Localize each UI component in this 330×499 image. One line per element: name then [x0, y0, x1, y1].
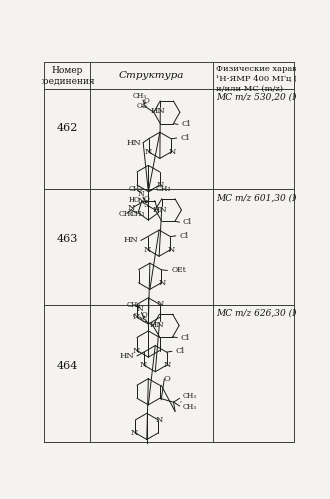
Text: CH₃: CH₃: [130, 211, 145, 219]
Text: N: N: [138, 190, 145, 198]
Text: Cl: Cl: [176, 347, 185, 355]
Text: Cl: Cl: [181, 120, 190, 128]
Text: N: N: [133, 346, 140, 355]
Text: Cl: Cl: [181, 134, 190, 142]
Text: N: N: [140, 361, 147, 369]
Text: CH₃: CH₃: [128, 185, 142, 193]
Text: 464: 464: [56, 361, 78, 371]
Text: S: S: [142, 102, 147, 110]
Text: МС m/z 626,30 (M + 1): МС m/z 626,30 (M + 1): [216, 308, 324, 317]
Text: Номер
соединения: Номер соединения: [39, 66, 95, 85]
Text: OEt: OEt: [172, 266, 187, 274]
Text: N: N: [131, 462, 138, 470]
Text: N: N: [168, 148, 176, 156]
Text: N: N: [144, 148, 151, 156]
Text: O: O: [136, 102, 142, 110]
Text: CH₃: CH₃: [183, 403, 197, 411]
Text: 462: 462: [56, 123, 78, 133]
Text: N: N: [133, 313, 140, 321]
Text: O: O: [142, 311, 148, 319]
Text: Структура: Структура: [119, 71, 184, 80]
Text: Cl: Cl: [182, 218, 192, 226]
Text: HN: HN: [152, 206, 167, 214]
Text: O: O: [143, 97, 149, 105]
Text: CH₃: CH₃: [127, 301, 141, 309]
Text: МС m/z 530,20 (M + 1): МС m/z 530,20 (M + 1): [216, 93, 324, 102]
Text: HO: HO: [129, 196, 141, 204]
Text: МС m/z 601,30 (M + 1): МС m/z 601,30 (M + 1): [216, 193, 324, 202]
Text: HN: HN: [150, 321, 165, 329]
Text: S: S: [141, 316, 146, 324]
Text: N: N: [131, 429, 138, 437]
Text: O: O: [164, 375, 171, 383]
Text: 463: 463: [56, 235, 78, 245]
Text: HN: HN: [124, 237, 139, 245]
Text: HN: HN: [150, 107, 165, 115]
Text: CH₃: CH₃: [183, 392, 197, 400]
Text: Cl: Cl: [180, 232, 189, 240]
Text: ,: ,: [180, 395, 182, 403]
Text: Физические характеристики
¹H-ЯМР 400 МГц (ДМСО-d₆)
и/или МС (m/z): Физические характеристики ¹H-ЯМР 400 МГц…: [216, 64, 330, 93]
Text: O: O: [133, 311, 138, 319]
Text: N: N: [137, 305, 143, 313]
Text: N: N: [155, 416, 163, 424]
Text: Cl: Cl: [180, 334, 189, 342]
Text: CH₃: CH₃: [156, 185, 171, 193]
Text: S: S: [144, 201, 149, 209]
Text: O: O: [144, 195, 150, 203]
Text: CH₃: CH₃: [119, 211, 134, 219]
Text: N: N: [143, 246, 151, 253]
Text: N: N: [158, 279, 166, 287]
Text: N: N: [138, 197, 145, 205]
Text: N: N: [164, 361, 171, 369]
Text: N: N: [127, 204, 135, 212]
Text: N: N: [168, 246, 175, 253]
Text: N: N: [157, 300, 164, 308]
Text: HN: HN: [126, 139, 141, 147]
Text: CH₃: CH₃: [133, 92, 147, 100]
Text: N: N: [157, 181, 164, 189]
Text: HN: HN: [120, 352, 135, 360]
